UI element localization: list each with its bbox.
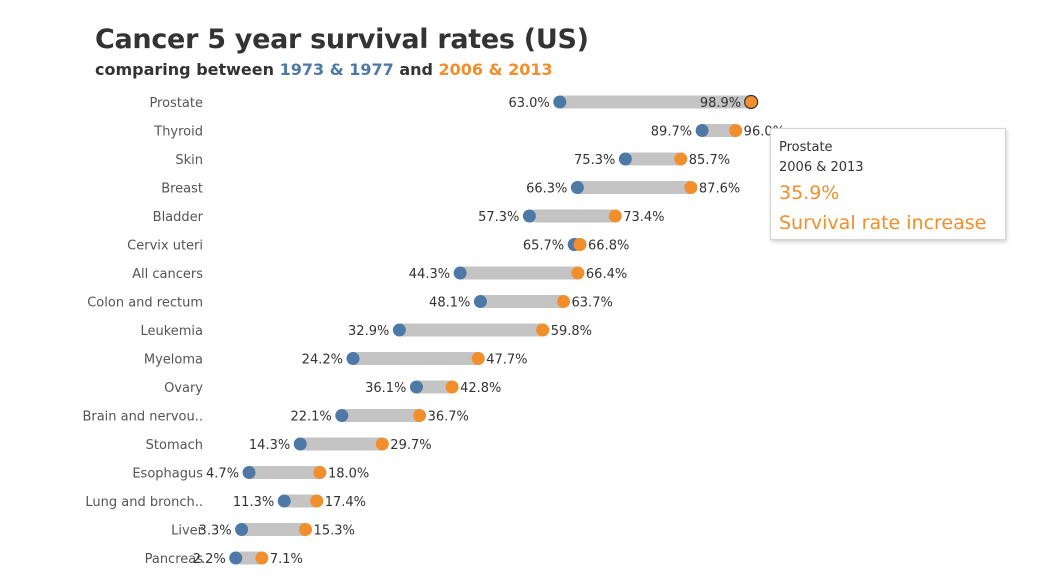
value-label-end: 66.4% [586,267,627,282]
value-label-start: 65.7% [523,239,564,254]
dot-period-2 [744,94,759,110]
category-label: Cervix uteri [127,239,203,254]
dot-period-2 [413,409,427,422]
value-label-end: 73.4% [623,210,664,225]
value-label-start: 89.7% [651,125,692,140]
dot-period-1 [695,124,709,137]
dot-period-1 [229,551,243,565]
value-label-start: 11.3% [233,495,274,510]
value-label-end: 59.8% [551,324,592,339]
value-label-start: 66.3% [526,182,567,197]
dot-period-2 [571,266,585,280]
category-label: Lung and bronch.. [85,495,203,510]
value-label-start: 75.3% [574,153,615,168]
category-label: Ovary [164,381,203,396]
chart-subtitle: comparing between 1973 & 1977 and 2006 &… [95,60,553,79]
value-label-start: 22.1% [290,410,331,425]
value-label-start: 24.2% [302,353,343,368]
value-label-start: 63.0% [508,96,549,111]
dot-period-1 [409,380,423,394]
tooltip-value: 35.9% [779,182,840,204]
dot-period-1 [473,295,487,308]
subtitle-period-2: 2006 & 2013 [438,60,553,79]
dot-period-1 [242,466,256,479]
value-label-start: 32.9% [348,324,389,339]
dot-period-2 [674,152,688,166]
dot-period-2 [310,494,324,508]
category-label: Stomach [146,438,203,453]
category-label: Brain and nervou.. [82,410,203,425]
value-label-end: 63.7% [572,296,613,311]
value-label-end: 29.7% [390,438,431,453]
tooltip: Prostate 2006 & 2013 35.9% Survival rate… [770,128,1006,240]
value-label-end: 18.0% [328,467,369,482]
value-label-start: 36.1% [365,381,406,396]
value-label-end: 36.7% [428,410,469,425]
tooltip-category: Prostate [779,140,833,155]
dot-period-2 [299,523,313,536]
value-label-start: 44.3% [409,267,450,282]
dot-period-1 [618,152,632,166]
dot-period-2 [557,295,571,308]
dot-period-1 [522,209,536,223]
dot-period-2 [573,238,587,251]
dot-period-2 [313,466,327,479]
category-label: Bladder [153,210,204,225]
dot-period-1 [293,437,307,451]
dot-period-1 [277,494,291,508]
dot-period-2 [445,380,459,394]
dot-period-2 [729,124,743,137]
dot-period-1 [453,266,467,280]
value-label-end: 47.7% [486,353,527,368]
category-label: Myeloma [144,353,203,368]
category-label: Thyroid [153,125,203,140]
value-label-start: 48.1% [429,296,470,311]
category-label: Breast [161,182,203,197]
dot-period-1 [553,95,567,109]
dot-period-2 [536,323,550,337]
value-label-end: 87.6% [699,182,740,197]
value-label-end: 15.3% [314,524,355,539]
category-label: All cancers [132,267,203,282]
category-label: Esophagus [132,467,203,482]
value-label-end: 66.8% [588,239,629,254]
dot-period-1 [570,181,584,194]
chart-title: Cancer 5 year survival rates (US) [95,24,589,55]
value-label-end: 42.8% [460,381,501,396]
category-label: Leukemia [140,324,203,339]
subtitle-prefix: comparing between [95,60,280,79]
category-label: Prostate [149,96,203,111]
dot-period-1 [335,409,349,422]
value-label-end: 17.4% [325,495,366,510]
value-label-start: 3.3% [199,524,232,539]
tooltip-caption: Survival rate increase [779,212,987,234]
category-label: Skin [175,153,203,168]
category-label: Liver [171,524,204,539]
value-label-start: 2.2% [193,552,226,567]
dot-period-1 [346,352,360,365]
value-label-start: 14.3% [249,438,290,453]
category-label: Colon and rectum [87,296,203,311]
tooltip-period: 2006 & 2013 [779,160,864,175]
value-label-start: 57.3% [478,210,519,225]
category-label: Pancreas [145,552,204,567]
dot-period-2 [608,209,622,223]
value-label-end: 85.7% [689,153,730,168]
subtitle-joiner: and [393,60,439,79]
value-label-start: 4.7% [206,467,239,482]
value-label-end: 7.1% [270,552,303,567]
dot-period-1 [235,523,249,536]
subtitle-period-1: 1973 & 1977 [279,60,394,79]
dot-period-2 [471,352,485,365]
dot-period-2 [684,181,698,194]
dot-period-2 [255,551,269,565]
value-label-end: 98.9% [700,96,741,111]
dot-period-1 [392,323,406,337]
dot-period-2 [375,437,389,451]
